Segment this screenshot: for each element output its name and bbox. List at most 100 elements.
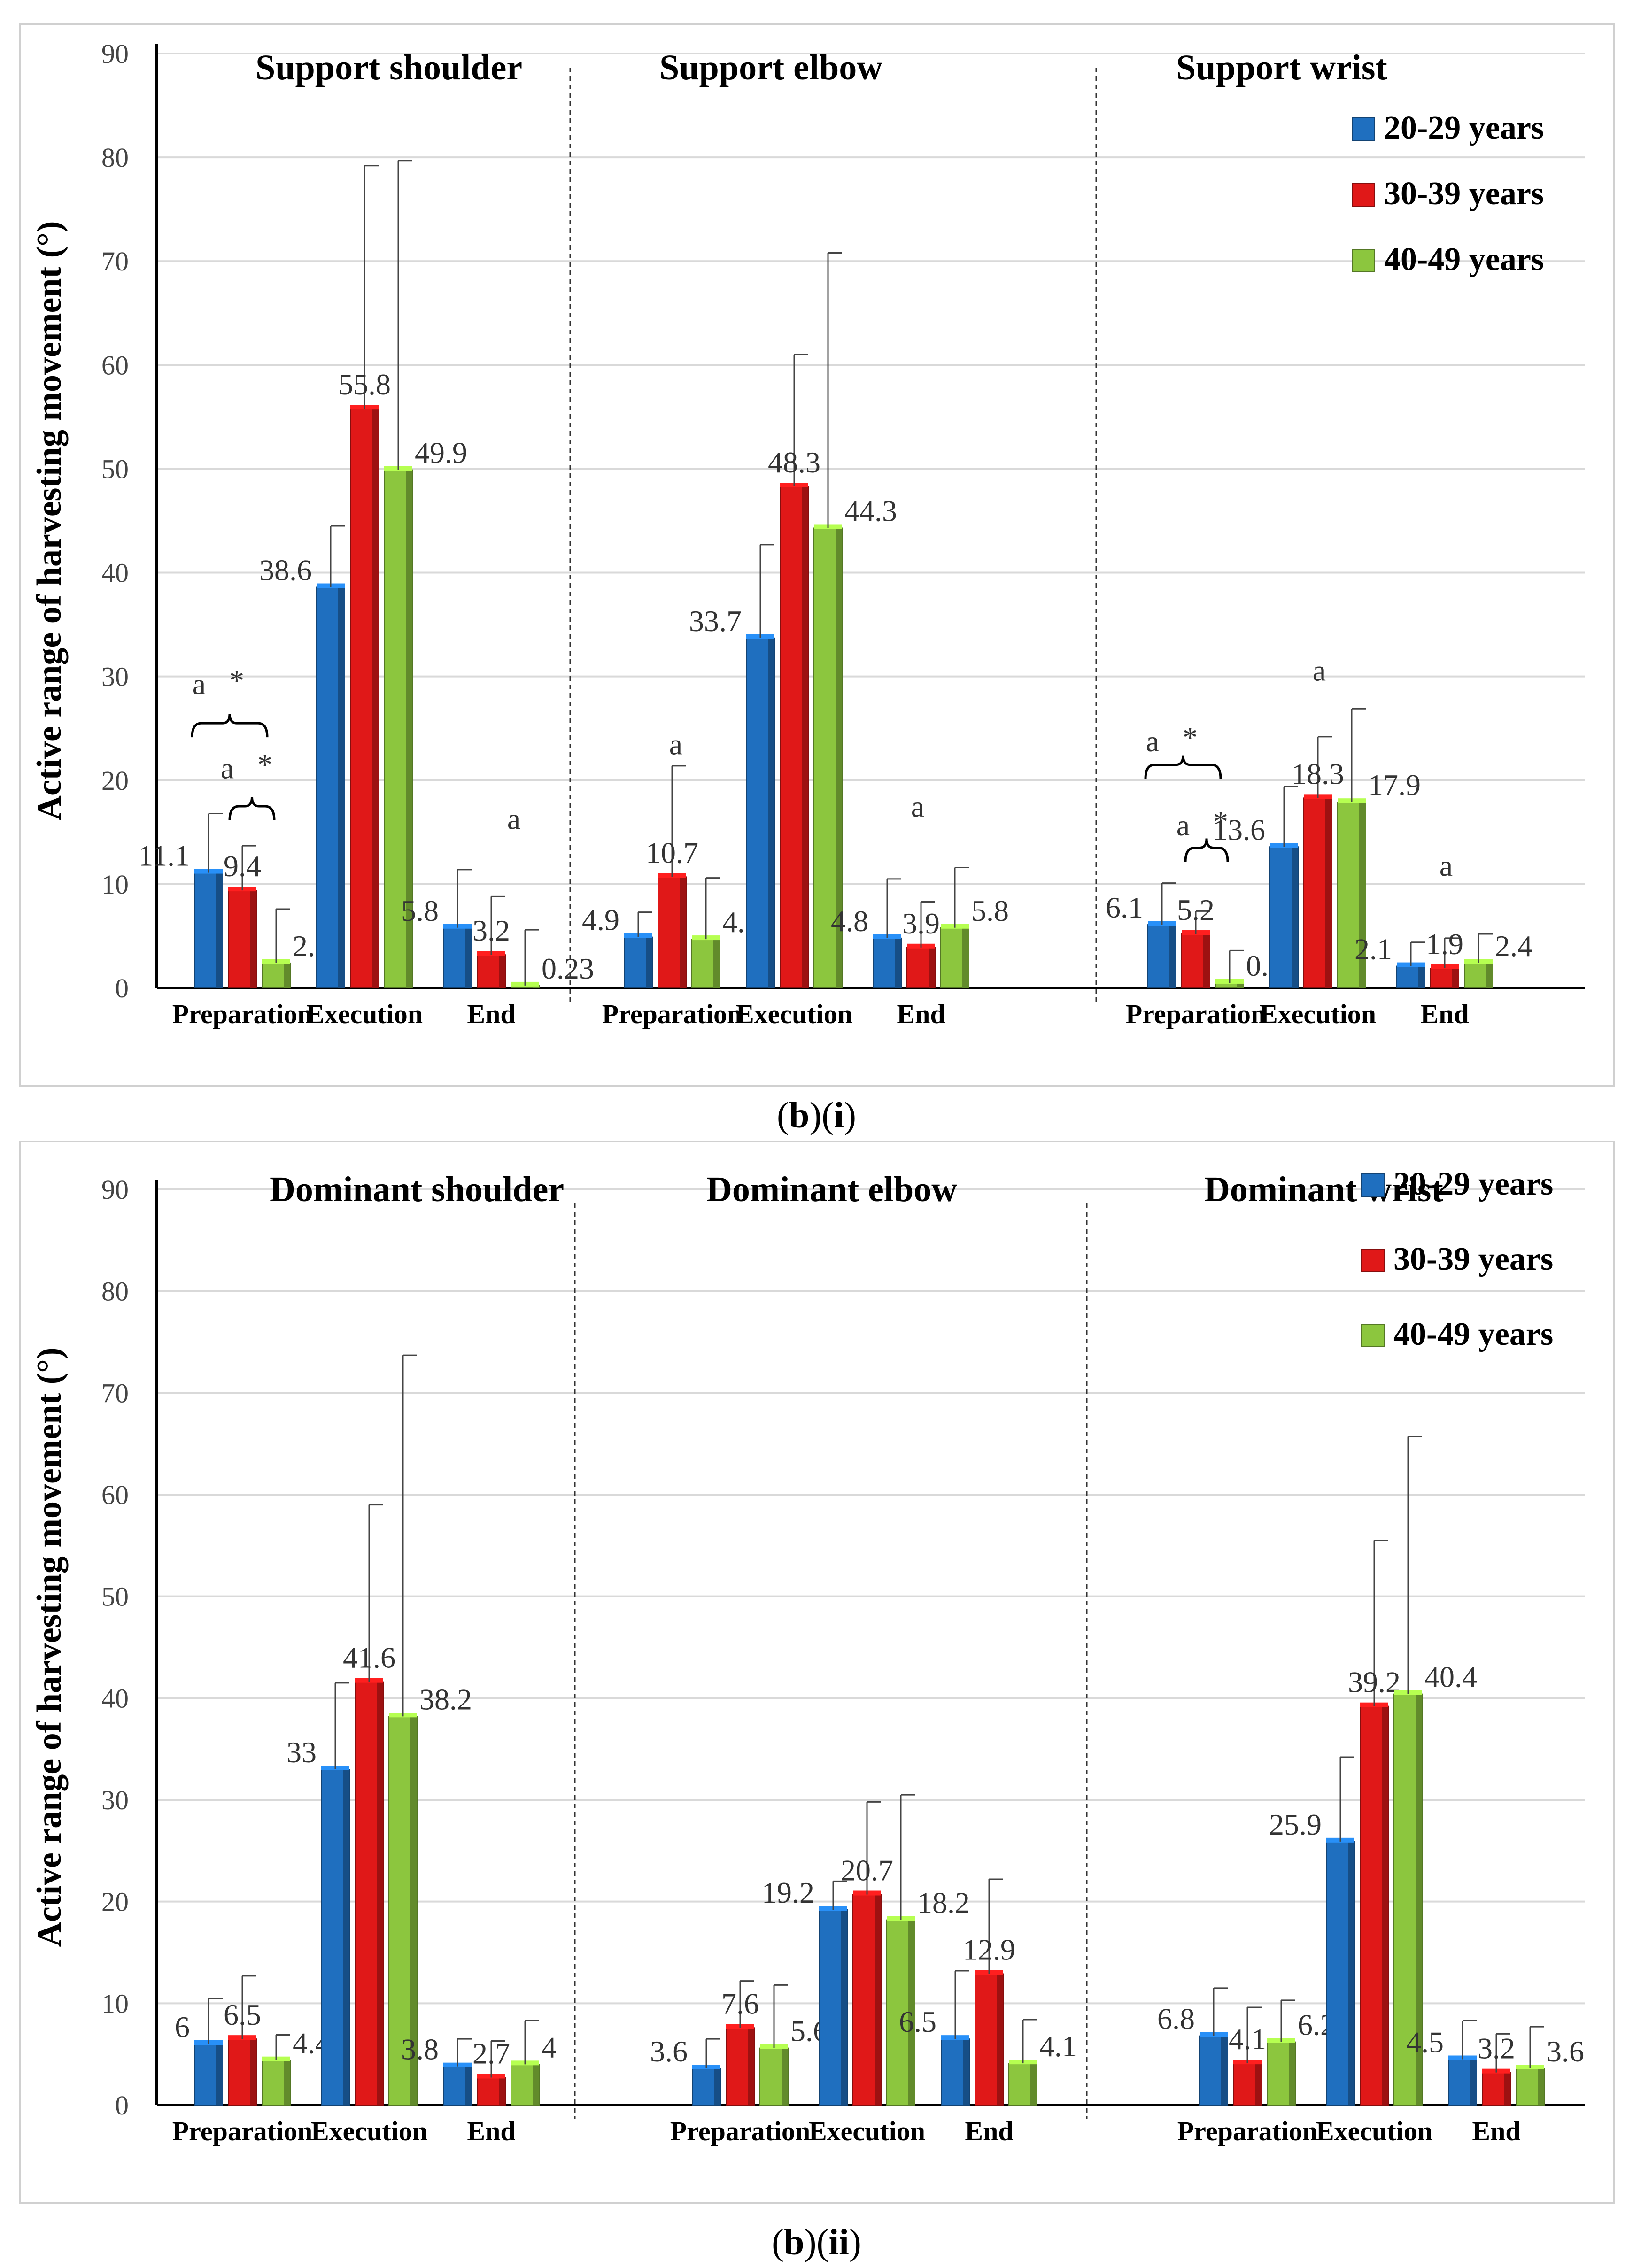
legend-label: 20-29 years <box>1384 110 1544 146</box>
bar-side <box>1538 2068 1544 2105</box>
y-tick-label: 10 <box>101 1988 129 2019</box>
bar-side <box>713 939 720 988</box>
data-label: 3.9 <box>902 907 940 940</box>
group-title: Dominant wrist <box>1204 1170 1443 1209</box>
bar-side <box>1237 982 1244 988</box>
legend-label: 30-39 years <box>1384 176 1544 212</box>
y-tick-label: 60 <box>101 1480 129 1510</box>
bar-side <box>1221 2036 1228 2105</box>
data-label: 18.3 <box>1292 757 1344 790</box>
category-label: Execution <box>306 999 423 1029</box>
data-label: 4.1 <box>1039 2029 1077 2063</box>
data-label: 5.2 <box>1177 893 1215 926</box>
bar-side <box>802 486 808 988</box>
category-label: Preparation <box>1177 2116 1318 2146</box>
legend-label: 40-49 years <box>1393 1316 1553 1352</box>
y-tick-label: 50 <box>101 454 129 484</box>
category-label: Execution <box>809 2116 925 2146</box>
data-label: 18.2 <box>917 1886 970 1920</box>
bar-side <box>250 890 256 988</box>
significance-brace <box>228 796 276 821</box>
category-label: Execution <box>311 2116 427 2146</box>
bar-side <box>284 2060 290 2105</box>
category-label: End <box>1420 999 1469 1029</box>
bar-side <box>499 2077 505 2105</box>
data-label: 6.5 <box>224 1998 261 2031</box>
data-label: 4.1 <box>1229 2022 1266 2056</box>
caption-close: ) <box>844 1095 856 1135</box>
data-label: 9.4 <box>224 849 261 883</box>
bar-side <box>284 963 290 988</box>
bar-side <box>216 872 223 988</box>
data-label: 5.8 <box>401 894 439 927</box>
bar-side <box>714 2068 720 2105</box>
category-label: Preparation <box>670 2116 811 2146</box>
data-label: 3.2 <box>1478 2032 1515 2065</box>
data-label: 55.8 <box>338 368 391 401</box>
bar-side <box>1289 2042 1295 2105</box>
significance-letter: a <box>1440 849 1453 882</box>
significance-letter: a <box>193 667 206 701</box>
legend-label: 40-49 years <box>1384 241 1544 278</box>
y-axis-label: Active range of harvesting movement (°) <box>30 1348 69 1947</box>
bar-side <box>338 587 345 988</box>
legend-label: 30-39 years <box>1393 1241 1553 1277</box>
data-label: 13.6 <box>1213 813 1265 846</box>
category-label: Execution <box>736 999 852 1029</box>
significance-letter: a <box>669 728 682 761</box>
data-label: 3.6 <box>1547 2035 1584 2068</box>
y-axis-label: Active range of harvesting movement (°) <box>30 221 69 821</box>
bar-side <box>997 1974 1003 2105</box>
bar-side <box>377 1682 383 2105</box>
group-title: Support shoulder <box>255 48 522 87</box>
caption-mid: )( <box>804 2222 829 2262</box>
category-label: Preparation <box>172 2116 313 2146</box>
y-tick-label: 30 <box>101 1785 129 1815</box>
chart-panel-dominant: 0 10 20 30 40 50 60 70 80 90 Active range of harve… <box>19 1141 1615 2204</box>
data-label: 38.2 <box>419 1682 472 1716</box>
bar-side <box>1292 847 1298 988</box>
category-label: Preparation <box>172 999 313 1029</box>
bar-side <box>465 2066 472 2105</box>
data-label: 11.1 <box>138 839 190 872</box>
data-label: 3.8 <box>401 2033 439 2066</box>
bar-side <box>533 2064 539 2105</box>
bar-side <box>1203 934 1210 988</box>
significance-letter: a <box>1176 809 1190 842</box>
significance-star: * <box>229 663 244 697</box>
legend-swatch <box>1361 1173 1385 1197</box>
data-label: 38.6 <box>259 554 312 587</box>
data-label: 4.5 <box>1406 2026 1444 2059</box>
data-label: 4.8 <box>831 904 868 938</box>
category-label: Preparation <box>602 999 743 1029</box>
data-label: 7.6 <box>721 1987 759 2020</box>
significance-brace <box>1144 755 1222 779</box>
bar-side <box>1418 966 1425 988</box>
bar-side <box>1348 1841 1354 2105</box>
category-label: Execution <box>1316 2116 1432 2146</box>
y-tick-label: 50 <box>101 1581 129 1612</box>
data-label: 10.7 <box>646 836 698 869</box>
bar-side <box>1325 798 1332 988</box>
significance-letter: a <box>507 802 520 836</box>
bar-side <box>962 927 969 988</box>
data-label: 6.1 <box>1106 891 1143 924</box>
bar-side <box>1359 802 1366 988</box>
caption-roman: ii <box>828 2222 849 2262</box>
y-tick-label: 90 <box>101 1174 129 1205</box>
data-label: 5.8 <box>971 894 1009 927</box>
chart-panel-support: 0 10 20 30 40 50 60 70 80 90 Active range of harve… <box>19 23 1615 1087</box>
legend-swatch <box>1352 117 1375 141</box>
data-label: 17.9 <box>1368 768 1421 802</box>
bar-side <box>465 927 472 988</box>
bar-side <box>1470 2059 1477 2105</box>
bar-side <box>1169 925 1176 988</box>
significance-star: * <box>257 748 272 781</box>
category-label: Preparation <box>1126 999 1266 1029</box>
bar-side <box>841 1910 847 2105</box>
data-label: 19.2 <box>762 1876 814 1909</box>
group-title: Support elbow <box>659 48 882 87</box>
data-label: 4.9 <box>582 903 619 937</box>
category-label: End <box>467 2116 515 2146</box>
category-label: End <box>965 2116 1013 2146</box>
